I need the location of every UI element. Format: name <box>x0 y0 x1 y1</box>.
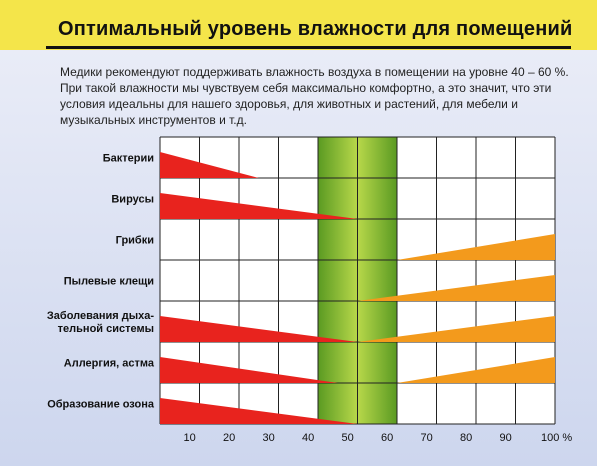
risk-wedge-red <box>160 398 358 424</box>
title-bar: Оптимальный уровень влажности для помеще… <box>0 0 597 50</box>
row-label: Бактерии <box>103 153 154 165</box>
risk-wedge-red <box>160 152 259 178</box>
x-tick-label: 60 <box>381 432 393 444</box>
row-label: Пылевые клещи <box>64 276 154 288</box>
intro-paragraph: Медики рекомендуют поддерживать влажност… <box>60 65 569 127</box>
x-tick-label: 90 <box>500 432 512 444</box>
x-tick-label: 50 <box>342 432 354 444</box>
title-underline <box>46 46 571 49</box>
x-tick-label: 100 % <box>541 432 572 444</box>
x-tick-label: 70 <box>421 432 433 444</box>
x-tick-label: 10 <box>184 432 196 444</box>
risk-wedge-orange <box>397 234 555 260</box>
risk-wedge-orange <box>357 316 555 342</box>
risk-wedge-red <box>160 193 358 219</box>
x-tick-label: 20 <box>223 432 235 444</box>
page-title: Оптимальный уровень влажности для помеще… <box>58 18 573 40</box>
risk-wedge-red <box>160 316 358 342</box>
risk-wedge-red <box>160 357 338 383</box>
x-tick-label: 40 <box>302 432 314 444</box>
x-tick-label: 30 <box>263 432 275 444</box>
row-label: Грибки <box>116 235 154 247</box>
risk-wedge-orange <box>397 357 555 383</box>
risk-wedge-orange <box>357 275 555 301</box>
row-label: тельной системы <box>58 323 154 335</box>
x-tick-label: 80 <box>460 432 472 444</box>
row-label: Заболевания дыха- <box>47 310 154 322</box>
row-label: Аллергия, астма <box>64 358 155 370</box>
row-label: Образование озона <box>47 399 155 411</box>
row-label: Вирусы <box>111 194 154 206</box>
